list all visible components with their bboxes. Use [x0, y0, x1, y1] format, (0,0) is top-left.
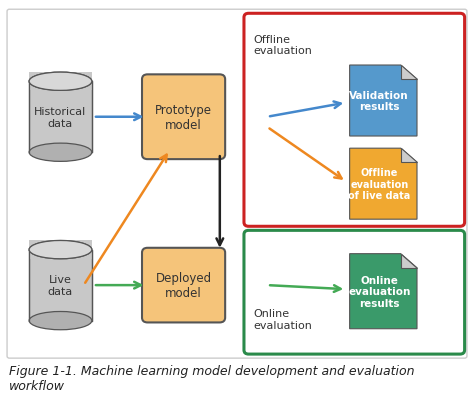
Polygon shape: [350, 149, 417, 220]
Text: Deployed
model: Deployed model: [155, 271, 212, 299]
Ellipse shape: [29, 73, 92, 91]
Ellipse shape: [29, 73, 92, 91]
Bar: [29, 241, 92, 259]
Ellipse shape: [29, 241, 92, 259]
Text: Offline
evaluation
of live data: Offline evaluation of live data: [348, 168, 410, 201]
Ellipse shape: [29, 144, 92, 162]
Text: Online
evaluation: Online evaluation: [253, 309, 312, 330]
Polygon shape: [350, 66, 417, 137]
Bar: [29, 73, 92, 91]
Ellipse shape: [29, 312, 92, 330]
Text: Validation
results: Validation results: [349, 90, 409, 112]
FancyBboxPatch shape: [244, 231, 465, 354]
Text: Historical
data: Historical data: [34, 107, 87, 128]
FancyBboxPatch shape: [7, 10, 467, 358]
Polygon shape: [350, 254, 417, 329]
Text: Live
data: Live data: [48, 275, 73, 296]
Text: Prototype
model: Prototype model: [155, 104, 212, 131]
Bar: [29, 250, 92, 321]
Polygon shape: [401, 149, 417, 163]
Text: Online
evaluation
results: Online evaluation results: [348, 275, 410, 308]
FancyBboxPatch shape: [142, 75, 225, 160]
FancyBboxPatch shape: [244, 14, 465, 227]
FancyBboxPatch shape: [142, 248, 225, 323]
Text: Figure 1-1. Machine learning model development and evaluation
workflow: Figure 1-1. Machine learning model devel…: [9, 364, 415, 392]
Text: Offline
evaluation: Offline evaluation: [253, 34, 312, 56]
Polygon shape: [401, 254, 417, 268]
Ellipse shape: [29, 241, 92, 259]
Polygon shape: [401, 66, 417, 80]
Bar: [29, 82, 92, 153]
